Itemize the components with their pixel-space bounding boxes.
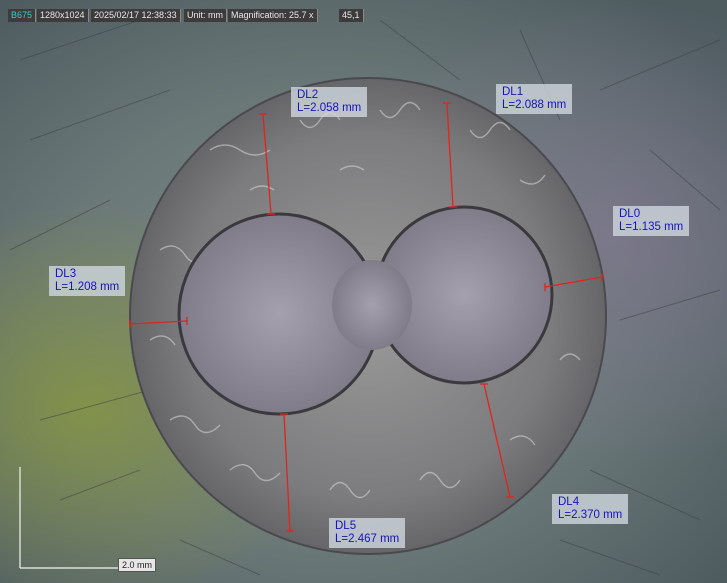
measurement-length: L=1.208 mm [55,281,120,293]
device-id: B675 [8,9,37,22]
measurement-name: DL2 [297,89,319,101]
magnification-readout: Magnification: 25.7 x [228,9,318,22]
measurement-label-dl4: DL4 L=2.370 mm [552,494,629,524]
measurement-label-dl1: DL1 L=2.088 mm [496,84,573,114]
measurement-label-dl5: DL5 L=2.467 mm [329,518,406,548]
dl3-line [129,320,188,325]
measurement-name: DL4 [558,496,580,508]
measurement-name: DL3 [55,268,77,280]
resolution-readout: 1280x1024 [37,9,89,22]
measurement-name: DL0 [619,208,641,220]
measurement-label-dl2: DL2 L=2.058 mm [291,87,368,117]
measurement-label-dl0: DL0 L=1.135 mm [613,206,690,236]
measurement-length: L=2.467 mm [335,533,400,545]
unit-readout: Unit: mm [184,9,227,22]
measurement-length: L=2.088 mm [502,99,567,111]
dl0-line [544,276,603,288]
dl1-line [446,102,454,208]
extra-readout: 45,1 [339,9,364,22]
measurement-name: DL5 [335,520,357,532]
dl5-line [283,413,291,532]
scale-bar [19,467,118,569]
datetime-readout: 2025/02/17 12:38:33 [91,9,181,22]
scale-bar-label: 2.0 mm [118,558,156,572]
dl2-line [262,113,272,215]
measurement-name: DL1 [502,86,524,98]
dl4-line [483,383,511,498]
measurement-length: L=1.135 mm [619,221,684,233]
measurement-length: L=2.058 mm [297,102,362,114]
measurement-length: L=2.370 mm [558,509,623,521]
measurement-label-dl3: DL3 L=1.208 mm [49,266,126,296]
